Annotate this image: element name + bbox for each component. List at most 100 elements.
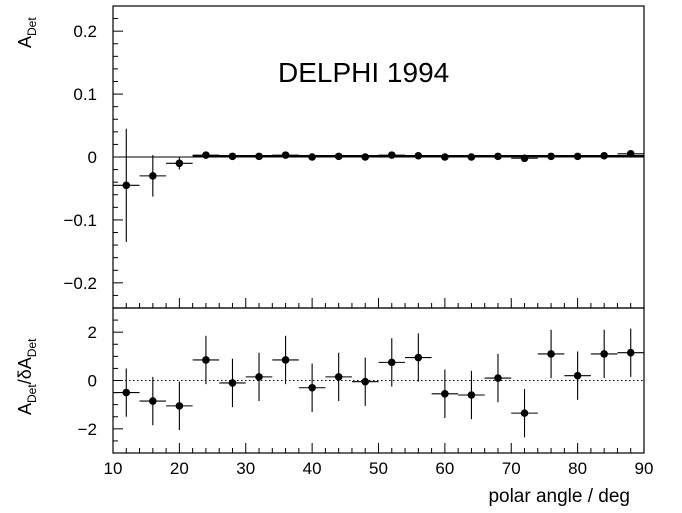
x-axis-label: polar angle / deg xyxy=(488,486,630,507)
top-point-marker xyxy=(122,181,131,190)
bottom-point-marker xyxy=(202,356,210,364)
bottom-data-point xyxy=(219,358,246,408)
top-point-marker xyxy=(441,153,449,161)
x-tick-label: 90 xyxy=(635,459,654,478)
bottom-data-point xyxy=(431,369,459,418)
bottom-data-point xyxy=(139,376,167,426)
bottom-data-point xyxy=(272,335,299,385)
top-ylabel-sub: Det xyxy=(25,17,39,36)
bottom-point-marker xyxy=(600,350,608,358)
top-ylabel-main: A xyxy=(15,36,35,48)
bottom-ylabel-num: A xyxy=(15,403,35,415)
top-point-marker xyxy=(626,150,635,158)
x-tick-label: 80 xyxy=(568,459,587,478)
bottom-point-marker xyxy=(414,353,423,362)
experiment-annotation: DELPHI 1994 xyxy=(278,57,449,88)
top-point-marker xyxy=(202,151,210,159)
top-point-marker xyxy=(149,172,157,180)
bottom-data-point xyxy=(298,363,326,412)
top-data-point xyxy=(245,152,273,161)
bottom-ylabel-slash: / xyxy=(15,379,35,384)
top-point-marker xyxy=(600,151,608,160)
top-point-marker xyxy=(414,151,423,160)
bottom-data-point xyxy=(484,353,512,403)
top-point-marker xyxy=(387,151,396,159)
bottom-point-marker xyxy=(281,356,290,364)
bottom-point-marker xyxy=(361,377,370,386)
top-panel: −0.2 −0.1 0 0.1 0.2 DELPHI 1994 ADet xyxy=(15,5,645,309)
bottom-ylabel-num-sub: Det xyxy=(25,384,39,403)
top-point-marker xyxy=(175,159,184,168)
bottom-data-point xyxy=(590,329,618,379)
top-data-point xyxy=(617,150,644,158)
top-point-marker xyxy=(361,153,370,161)
top-point-marker xyxy=(255,152,263,161)
bottom-y-tick-label: 2 xyxy=(88,323,97,342)
top-data-point xyxy=(192,151,220,159)
top-y-tick-label: −0.1 xyxy=(63,211,97,230)
bottom-panel: −202 10 20 30 40 50 60 70 80 90 ADet/δADet polar… xyxy=(15,307,654,507)
bottom-point-marker xyxy=(467,391,476,399)
bottom-point-marker xyxy=(573,371,582,380)
bottom-point-marker xyxy=(308,383,316,392)
top-data-point xyxy=(431,153,459,161)
bottom-data-point xyxy=(378,338,406,387)
x-tick-label: 30 xyxy=(236,459,255,478)
top-data-point xyxy=(219,152,246,161)
bottom-data-point xyxy=(511,388,538,438)
top-y-ticks: −0.2 −0.1 0 0.1 0.2 xyxy=(63,5,645,309)
top-data-points xyxy=(113,128,644,242)
bottom-y-axis-label: ADet/δADet xyxy=(15,338,39,415)
bottom-point-marker xyxy=(387,358,396,367)
top-point-marker xyxy=(334,152,343,161)
bottom-ylabel-den-sub: Det xyxy=(25,338,39,357)
top-data-point xyxy=(378,151,406,159)
bottom-point-marker xyxy=(255,373,263,381)
top-point-marker xyxy=(573,152,582,161)
bottom-point-marker xyxy=(334,373,343,381)
top-data-point xyxy=(564,152,591,161)
bottom-point-marker xyxy=(228,379,237,387)
bottom-point-marker xyxy=(547,350,555,358)
top-y-axis-label: ADet xyxy=(15,17,39,48)
bottom-point-marker xyxy=(441,389,449,398)
bottom-data-point xyxy=(192,335,220,385)
x-tick-label: 10 xyxy=(104,459,123,478)
top-data-point xyxy=(139,155,167,197)
top-data-point xyxy=(325,152,352,161)
top-data-point xyxy=(405,151,432,160)
top-data-point xyxy=(484,152,512,161)
top-point-marker xyxy=(494,152,502,161)
x-tick-label: 70 xyxy=(502,459,521,478)
top-y-tick-label: 0.2 xyxy=(73,22,97,41)
bottom-point-marker xyxy=(149,397,157,405)
bottom-ylabel-den: δA xyxy=(15,357,35,379)
bottom-y-ticks: −2 0 2 xyxy=(78,307,644,454)
bottom-data-point xyxy=(564,351,591,400)
top-point-marker xyxy=(520,154,529,163)
top-point-marker xyxy=(281,151,290,159)
bottom-data-point xyxy=(113,368,140,417)
top-data-point xyxy=(511,154,538,163)
x-axis-ticks: 10 20 30 40 50 60 70 80 90 xyxy=(104,443,654,478)
bottom-data-point xyxy=(617,328,644,377)
bottom-point-marker xyxy=(520,409,529,417)
bottom-y-tick-label: −2 xyxy=(78,420,97,439)
top-data-point xyxy=(272,151,299,159)
top-data-point xyxy=(458,153,485,161)
bottom-data-point xyxy=(405,333,432,382)
bottom-data-point xyxy=(458,370,485,420)
bottom-point-marker xyxy=(175,402,184,410)
bottom-y-tick-label: 0 xyxy=(88,372,97,391)
x-tick-label: 40 xyxy=(303,459,322,478)
top-point-marker xyxy=(547,152,555,161)
top-point-marker xyxy=(467,153,476,161)
bottom-data-point xyxy=(245,352,273,402)
bottom-data-points xyxy=(113,328,644,438)
top-data-point xyxy=(166,157,193,170)
top-data-point xyxy=(590,151,618,160)
top-data-point xyxy=(351,153,379,161)
x-tick-label: 20 xyxy=(170,459,189,478)
top-point-marker xyxy=(228,152,237,161)
